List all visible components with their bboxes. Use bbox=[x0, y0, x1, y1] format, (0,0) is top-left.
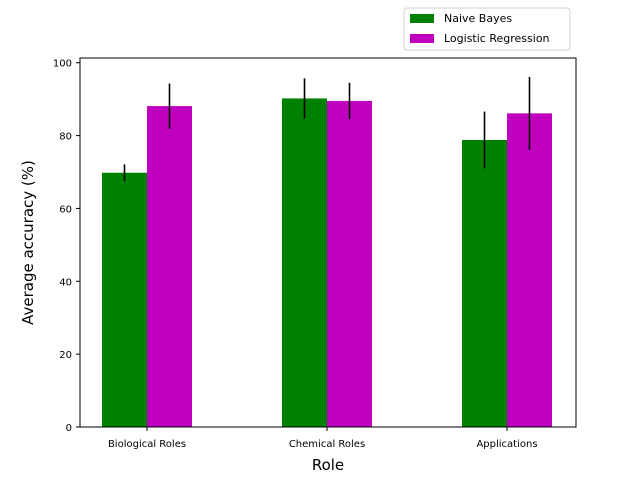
legend-swatch bbox=[410, 14, 434, 23]
x-tick-label: Applications bbox=[476, 439, 537, 450]
bar-logistic-regression-0 bbox=[147, 106, 192, 428]
y-tick-label: 60 bbox=[59, 204, 72, 215]
legend-label: Naive Bayes bbox=[444, 12, 512, 25]
legend-box bbox=[403, 7, 571, 51]
legend-swatch bbox=[410, 34, 434, 43]
x-axis-label: Role bbox=[312, 456, 344, 474]
legend: Naive Bayes Logistic Regression bbox=[403, 7, 571, 51]
bar-naive-bayes-2 bbox=[462, 139, 507, 427]
bars-group bbox=[102, 98, 552, 428]
plot-frame bbox=[79, 57, 577, 428]
y-tick-label: 80 bbox=[59, 132, 72, 143]
bar-naive-bayes-0 bbox=[102, 172, 147, 427]
bar-logistic-regression-2 bbox=[507, 113, 552, 427]
legend-label: Logistic Regression bbox=[444, 32, 550, 45]
y-tick-label: 0 bbox=[66, 423, 72, 434]
y-axis: 0 20 40 60 80 100 bbox=[53, 59, 80, 434]
y-tick-label: 20 bbox=[59, 350, 72, 361]
error-bars-group bbox=[123, 76, 531, 182]
bar-naive-bayes-1 bbox=[282, 98, 327, 428]
y-tick-label: 100 bbox=[53, 59, 72, 70]
x-tick-label: Biological Roles bbox=[108, 439, 186, 450]
x-tick-label: Chemical Roles bbox=[289, 439, 365, 450]
x-axis: Biological Roles Chemical Roles Applicatio… bbox=[108, 427, 538, 450]
y-tick-label: 40 bbox=[59, 277, 72, 288]
y-axis-label: Average accuracy (%) bbox=[19, 160, 37, 325]
bar-logistic-regression-1 bbox=[327, 100, 372, 427]
